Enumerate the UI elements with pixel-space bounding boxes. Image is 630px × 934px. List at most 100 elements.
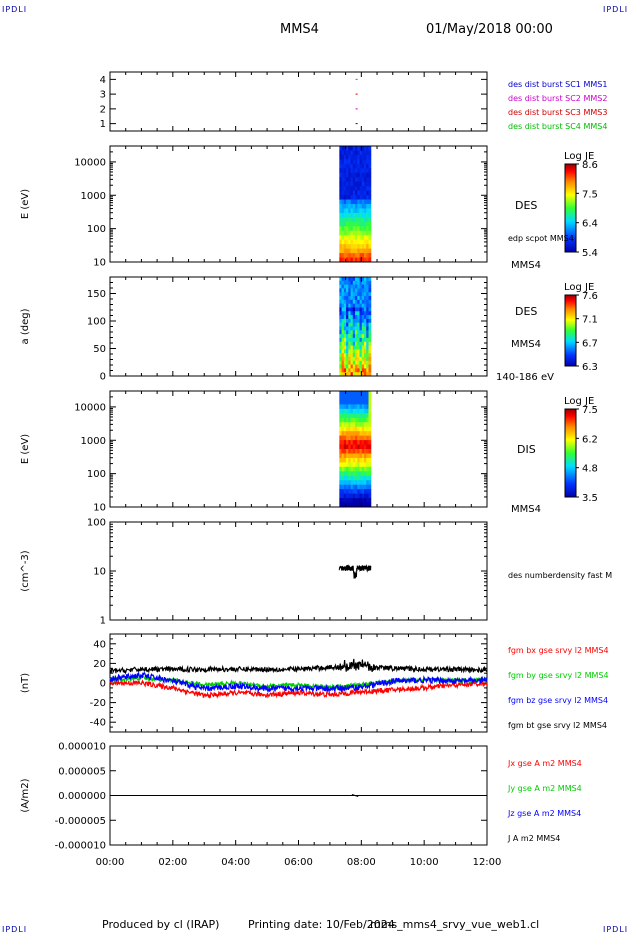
spectrogram-cell [364, 208, 367, 214]
spectrogram-cell [364, 172, 367, 178]
spectrogram-cell [339, 480, 343, 486]
spectrogram-cell [357, 322, 361, 327]
spectrogram-cell [341, 150, 345, 156]
spectrogram-cell [341, 172, 345, 178]
spectrogram-cell [343, 326, 347, 331]
spectrogram-cell [364, 341, 367, 347]
spectrogram-cell [357, 244, 361, 250]
spectrogram-cell [352, 422, 356, 428]
spectrogram-cell [368, 391, 372, 396]
spectrogram-cell [341, 417, 345, 423]
spectrogram-cell [346, 239, 349, 245]
spectrogram-cell [346, 404, 349, 410]
spectrogram-cell [357, 208, 361, 214]
spectrogram-cell [355, 199, 358, 205]
spectrogram-cell [361, 163, 365, 169]
spectrogram-cell [346, 356, 349, 362]
spectrogram-cell [341, 299, 345, 305]
spectrogram-cell [355, 159, 358, 165]
spectrogram-cell [355, 480, 358, 486]
spectrogram-cell [343, 235, 347, 241]
spectrogram-cell [343, 395, 347, 401]
panel-1-ylabel: E (eV) [20, 189, 31, 219]
spectrogram-cell [350, 475, 354, 481]
spectrogram-cell [341, 311, 345, 316]
spectrogram-cell [361, 150, 365, 156]
panel-3-frame [109, 390, 488, 508]
spectrogram-cell [355, 395, 358, 401]
spectrogram-cell [359, 244, 363, 250]
spectrogram-cell [341, 318, 345, 324]
spectrogram-cell [352, 417, 356, 423]
spectrogram-cell [341, 288, 345, 293]
spectrogram-cell [352, 307, 356, 312]
spectrogram-cell [346, 360, 349, 366]
current-blip [351, 794, 359, 797]
spectrogram-cell [348, 353, 352, 358]
spectrogram-cell [346, 498, 349, 504]
spectrogram-cell [348, 177, 352, 183]
spectrogram-cell [341, 212, 345, 218]
spectrogram-cell [348, 257, 352, 263]
panel-5-ytick-label: 40 [93, 639, 106, 650]
spectrogram-cell [341, 146, 345, 151]
spectrogram-cell [364, 444, 367, 450]
spectrogram-cell [355, 440, 358, 446]
spectrogram-cell [350, 444, 354, 450]
spectrogram-cell [350, 288, 354, 293]
panel-1-colorbar-label: 6.4 [582, 219, 598, 230]
spectrogram-cell [364, 337, 367, 343]
spectrogram-cell [352, 303, 356, 308]
spectrogram-cell [361, 345, 365, 350]
spectrogram-cell [346, 426, 349, 432]
spectrogram-cell [341, 186, 345, 192]
panel-1-ytick-label: 10000 [74, 157, 106, 168]
spectrogram-cell [348, 457, 352, 463]
spectrogram-cell [361, 199, 365, 205]
spectrogram-cell [350, 311, 354, 316]
spectrogram-cell [343, 422, 347, 428]
spectrogram-cell [339, 212, 343, 218]
footer-filename: mms_mms4_srvy_vue_web1.cl [370, 918, 540, 931]
spectrogram-cell [357, 337, 361, 343]
spectrogram-cell [357, 257, 361, 263]
spectrogram-cell [359, 326, 363, 331]
spectrogram-cell [361, 368, 365, 373]
panel-6-ytick-label: -0.000005 [55, 816, 106, 827]
spectrogram-cell [350, 277, 354, 282]
spectrogram-cell [350, 489, 354, 495]
spectrogram-cell [355, 353, 358, 358]
spectrogram-cell [361, 440, 365, 446]
spectrogram-cell [352, 284, 356, 289]
spectrogram-cell [355, 280, 358, 286]
spectrogram-cell [352, 212, 356, 218]
spectrogram-cell [343, 453, 347, 459]
spectrogram-cell [343, 489, 347, 495]
panel-2-colorbar-label: 7.6 [582, 291, 598, 302]
spectrogram-cell [361, 226, 365, 232]
spectrogram-cell [346, 440, 349, 446]
spectrogram-cell [352, 431, 356, 437]
spectrogram-cell [341, 163, 345, 169]
spectrogram-cell [364, 239, 367, 245]
spectrogram-cell [343, 356, 347, 362]
panel-5-ytick-label: -20 [90, 698, 106, 709]
spectrogram-cell [366, 257, 370, 263]
spectrogram-cell [348, 341, 352, 347]
spectrogram-cell [343, 163, 347, 169]
spectrogram-cell [343, 330, 347, 335]
spectrogram-cell [346, 334, 349, 339]
spectrogram-cell [366, 426, 370, 432]
spectrogram-cell [366, 353, 370, 358]
spectrogram-cell [339, 466, 343, 472]
spectrogram-cell [357, 195, 361, 201]
spectrogram-cell [366, 288, 370, 293]
spectrogram-cell [339, 159, 343, 165]
spectrogram-cell [346, 226, 349, 232]
spectrogram-cell [366, 235, 370, 241]
spectrogram-cell [368, 408, 372, 414]
spectrogram-cell [366, 399, 370, 405]
spectrogram-cell [366, 413, 370, 419]
spectrogram-cell [339, 195, 343, 201]
spectrogram-cell [346, 159, 349, 165]
